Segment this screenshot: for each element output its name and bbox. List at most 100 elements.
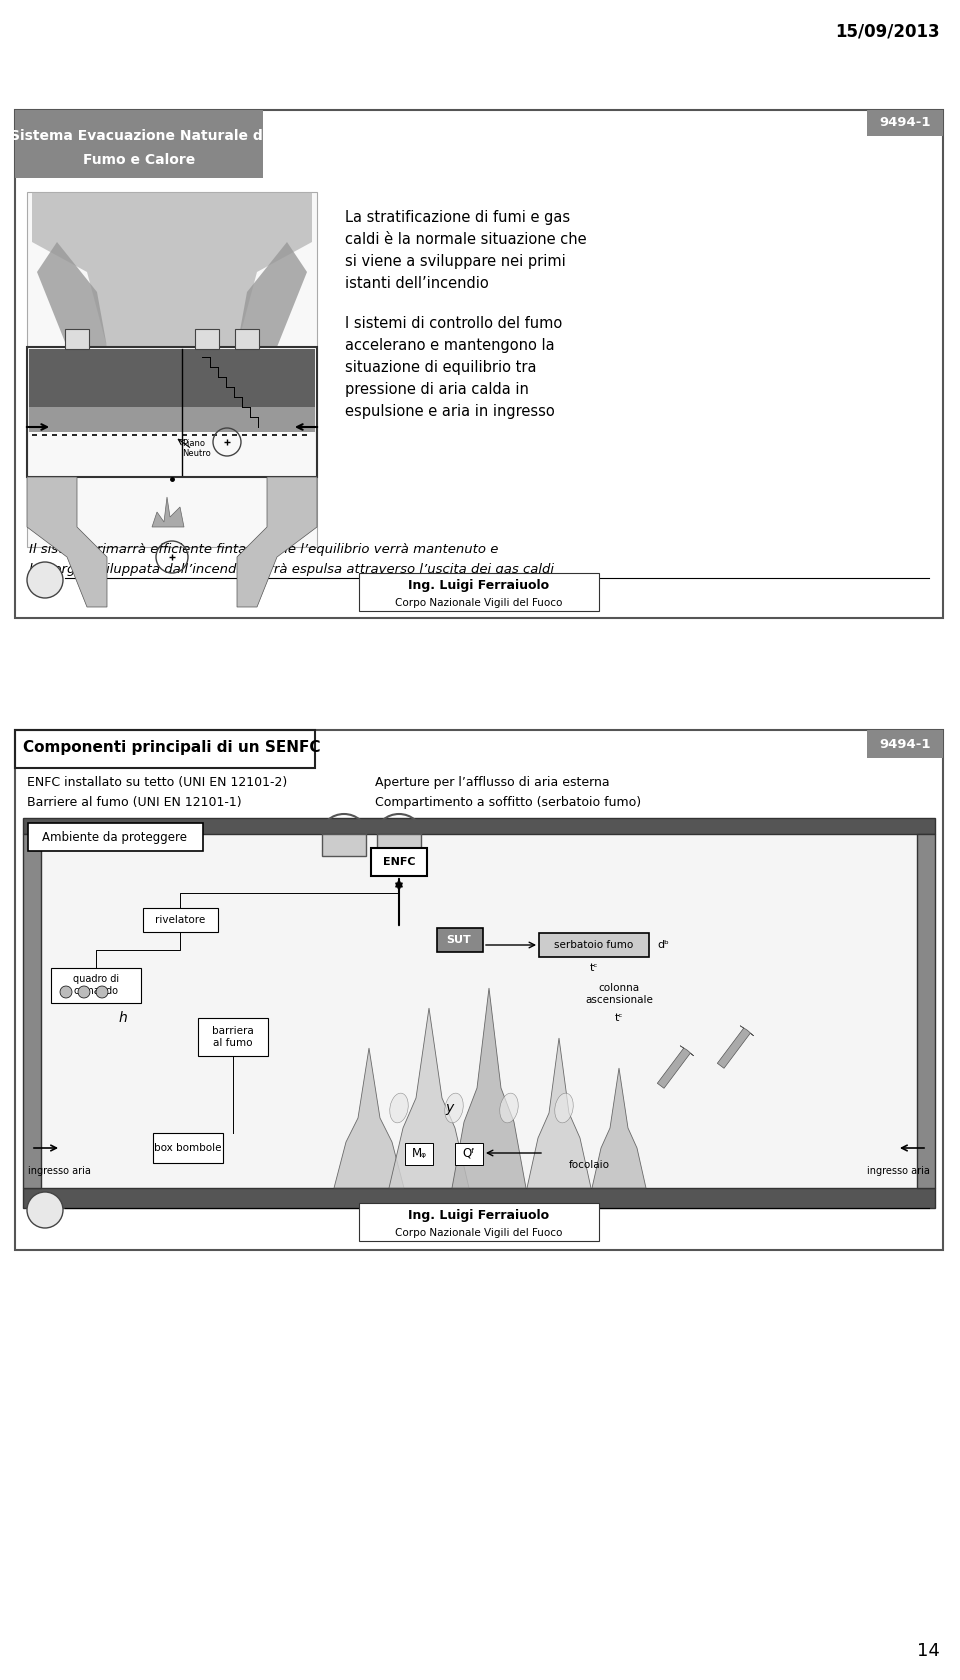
Text: 9494-1: 9494-1 xyxy=(879,738,931,751)
Text: 9494-1: 9494-1 xyxy=(879,116,931,129)
Bar xyxy=(15,109,263,178)
Text: 15/09/2013: 15/09/2013 xyxy=(835,22,940,40)
Bar xyxy=(27,348,317,477)
Bar xyxy=(359,573,599,612)
Bar xyxy=(455,1142,483,1164)
Bar xyxy=(28,823,203,852)
Text: Fumo e Calore: Fumo e Calore xyxy=(83,153,195,166)
Text: Ing. Luigi Ferraiuolo: Ing. Luigi Ferraiuolo xyxy=(408,580,549,593)
Text: Barriere al fumo (UNI EN 12101-1): Barriere al fumo (UNI EN 12101-1) xyxy=(27,796,242,810)
Text: istanti dell’incendio: istanti dell’incendio xyxy=(345,276,489,291)
Ellipse shape xyxy=(500,1094,518,1122)
Polygon shape xyxy=(32,192,312,348)
Text: Il sistema rimarrà efficiente fintanto che l’equilibrio verrà mantenuto e: Il sistema rimarrà efficiente fintanto c… xyxy=(29,543,498,556)
Polygon shape xyxy=(527,1038,591,1188)
Text: espulsione e aria in ingresso: espulsione e aria in ingresso xyxy=(345,403,555,418)
Text: Ing. Luigi Ferraiuolo: Ing. Luigi Ferraiuolo xyxy=(408,1210,549,1223)
Text: Corpo Nazionale Vigili del Fuoco: Corpo Nazionale Vigili del Fuoco xyxy=(396,598,563,608)
Text: Corpo Nazionale Vigili del Fuoco: Corpo Nazionale Vigili del Fuoco xyxy=(396,1228,563,1238)
Text: y: y xyxy=(444,1100,453,1116)
Polygon shape xyxy=(237,477,317,606)
Polygon shape xyxy=(152,497,184,528)
Text: 14: 14 xyxy=(917,1641,940,1660)
Ellipse shape xyxy=(444,1094,464,1122)
Bar xyxy=(29,407,315,432)
Circle shape xyxy=(78,986,90,998)
Bar xyxy=(235,329,259,349)
Bar xyxy=(371,848,427,875)
Circle shape xyxy=(60,986,72,998)
Text: I sistemi di controllo del fumo: I sistemi di controllo del fumo xyxy=(345,316,563,331)
Bar xyxy=(359,1203,599,1242)
Text: Compartimento a soffitto (serbatoio fumo): Compartimento a soffitto (serbatoio fumo… xyxy=(375,796,641,810)
Bar xyxy=(23,833,41,1188)
Polygon shape xyxy=(27,477,107,606)
Bar xyxy=(29,349,315,408)
Text: ENFC: ENFC xyxy=(383,857,416,867)
Polygon shape xyxy=(592,1068,646,1188)
Bar xyxy=(15,109,943,618)
Text: quadro di
comando: quadro di comando xyxy=(73,974,119,996)
Text: ingresso aria: ingresso aria xyxy=(867,1166,930,1176)
Text: si viene a sviluppare nei primi: si viene a sviluppare nei primi xyxy=(345,254,565,269)
Text: ingresso aria: ingresso aria xyxy=(28,1166,91,1176)
Bar xyxy=(195,329,219,349)
Text: box bombole: box bombole xyxy=(155,1142,222,1152)
Text: rivelatore: rivelatore xyxy=(155,916,205,926)
Bar xyxy=(23,1188,935,1208)
Polygon shape xyxy=(237,242,307,348)
Text: Sistema Evacuazione Naturale di: Sistema Evacuazione Naturale di xyxy=(11,129,268,143)
Text: Mᵩ: Mᵩ xyxy=(412,1146,426,1159)
Text: dᵇ: dᵇ xyxy=(657,941,669,949)
Text: ENFC installato su tetto (UNI EN 12101-2): ENFC installato su tetto (UNI EN 12101-2… xyxy=(27,776,287,790)
Bar xyxy=(405,1142,433,1164)
Circle shape xyxy=(27,1193,63,1228)
Bar xyxy=(15,731,943,1250)
Text: tᶜ: tᶜ xyxy=(589,963,598,973)
Bar xyxy=(917,833,935,1188)
Bar xyxy=(867,731,943,758)
Text: situazione di equilibrio tra: situazione di equilibrio tra xyxy=(345,360,537,375)
Text: Piano
Neutro: Piano Neutro xyxy=(182,438,211,459)
Bar xyxy=(15,731,315,768)
Text: tᶜ: tᶜ xyxy=(614,1013,623,1023)
Bar xyxy=(539,932,649,958)
Polygon shape xyxy=(37,242,107,348)
Text: Componenti principali di un SENFC: Componenti principali di un SENFC xyxy=(23,739,321,754)
Text: serbatoio fumo: serbatoio fumo xyxy=(554,941,634,949)
Text: colonna
ascensionale: colonna ascensionale xyxy=(585,983,653,1005)
Text: SUT: SUT xyxy=(446,936,471,944)
Text: Aperture per l’afflusso di aria esterna: Aperture per l’afflusso di aria esterna xyxy=(375,776,610,790)
Polygon shape xyxy=(389,1008,469,1188)
Bar xyxy=(27,192,317,548)
Ellipse shape xyxy=(390,1094,408,1122)
Bar xyxy=(23,818,935,833)
Bar xyxy=(437,927,483,953)
Text: accelerano e mantengono la: accelerano e mantengono la xyxy=(345,338,555,353)
Bar xyxy=(198,1018,268,1057)
Bar xyxy=(322,833,366,857)
Text: pressione di aria calda in: pressione di aria calda in xyxy=(345,381,529,396)
Bar xyxy=(65,329,89,349)
Text: focolaio: focolaio xyxy=(568,1159,610,1169)
Circle shape xyxy=(96,986,108,998)
Bar xyxy=(867,109,943,136)
Text: barriera
al fumo: barriera al fumo xyxy=(212,1026,253,1048)
Text: Ambiente da proteggere: Ambiente da proteggere xyxy=(42,830,187,843)
Text: l’energia sviluppata dall’incendio verrà espulsa attraverso l’uscita dei gas cal: l’energia sviluppata dall’incendio verrà… xyxy=(29,563,554,576)
Bar xyxy=(51,968,141,1003)
FancyArrowPatch shape xyxy=(717,1026,754,1068)
Text: h: h xyxy=(119,1011,128,1025)
Polygon shape xyxy=(334,1048,404,1188)
FancyArrowPatch shape xyxy=(658,1045,693,1089)
Bar xyxy=(153,1132,223,1163)
Circle shape xyxy=(27,563,63,598)
Polygon shape xyxy=(452,988,526,1188)
Bar xyxy=(41,833,917,1188)
Bar xyxy=(143,907,218,932)
Text: La stratificazione di fumi e gas: La stratificazione di fumi e gas xyxy=(345,210,570,225)
Ellipse shape xyxy=(555,1094,573,1122)
Text: caldi è la normale situazione che: caldi è la normale situazione che xyxy=(345,232,587,247)
Text: Qᶠ: Qᶠ xyxy=(463,1146,475,1159)
Bar xyxy=(377,833,421,857)
